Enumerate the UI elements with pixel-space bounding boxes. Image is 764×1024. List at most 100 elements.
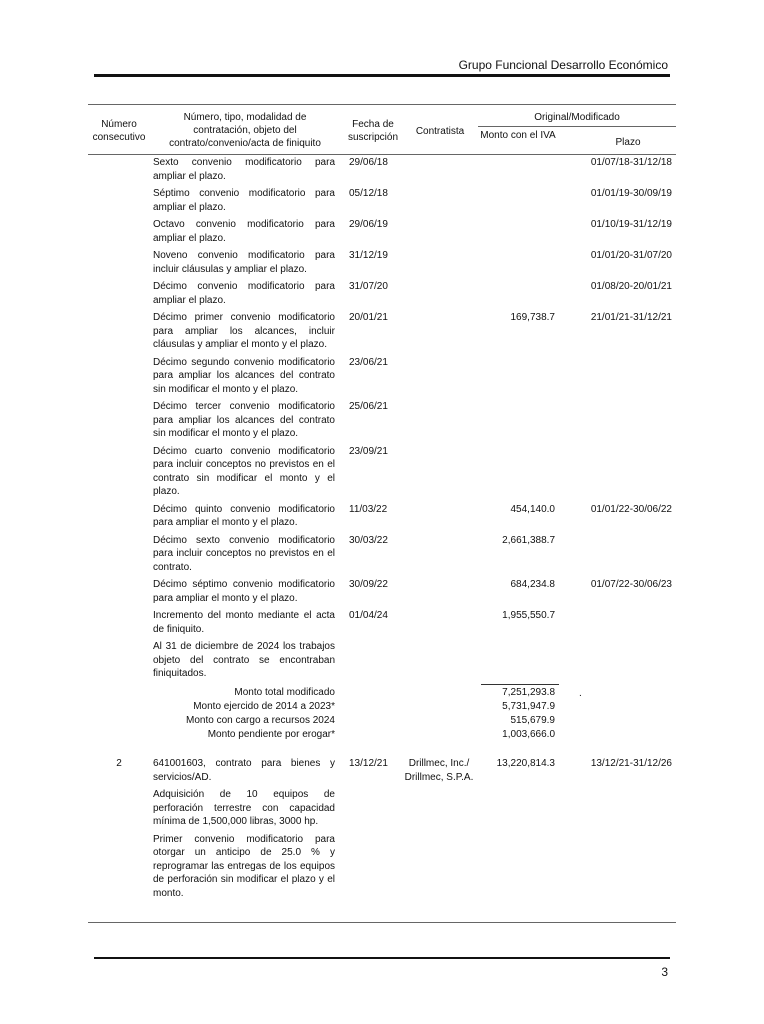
description-paragraph: Noveno convenio modificatorio para inclu…: [153, 250, 335, 275]
totals-row: Monto pendiente por erogar* 1,003,666.0: [88, 728, 676, 742]
description-paragraph: Décimo séptimo convenio modificatorio pa…: [153, 579, 335, 604]
cell-term: 01/08/20-20/01/21: [590, 281, 672, 292]
cell-date: 30/03/22: [349, 534, 388, 546]
cell-description: Décimo primer convenio modificatorio par…: [153, 311, 335, 352]
description-paragraph: Décimo convenio modificatorio para ampli…: [153, 281, 335, 306]
cell-term: 13/12/21-31/12/26: [590, 758, 672, 769]
header-date: Fecha de suscripción: [347, 119, 399, 143]
cell-date: 20/01/21: [349, 312, 388, 323]
cell-date: 30/09/22: [349, 579, 388, 590]
table-body: Sexto convenio modificatorio para amplia…: [88, 156, 676, 685]
cell-date: 31/07/20: [349, 281, 388, 292]
description-paragraph: 641001603, contrato para bienes y servic…: [153, 758, 335, 783]
cell-term: 01/07/18-31/12/18: [590, 157, 672, 168]
header-amount: Monto con el IVA: [480, 130, 556, 141]
header-title: Grupo Funcional Desarrollo Económico: [458, 58, 668, 72]
table-row: Octavo convenio modificatorio para ampli…: [88, 218, 676, 245]
header-term: Plazo: [615, 137, 641, 148]
table-top-rule: [88, 104, 676, 105]
totals-row: Monto total modificado 7,251,293.8: [88, 686, 676, 700]
sum-rule: [481, 684, 559, 685]
cell-date: 13/12/21: [349, 758, 388, 769]
totals-value: 515,679.9: [510, 715, 556, 726]
cell-date: 29/06/19: [349, 219, 388, 230]
table-row: Décimo sexto convenio modificatorio para…: [88, 534, 676, 575]
cell-date: 29/06/18: [349, 157, 388, 168]
header-num: Número consecutivo: [92, 119, 146, 143]
totals-label: Monto con cargo a recursos 2024: [186, 715, 335, 726]
totals-value: 5,731,947.9: [502, 701, 555, 712]
cell-description: Décimo séptimo convenio modificatorio pa…: [153, 578, 335, 605]
header-sub-rule: [478, 126, 676, 127]
table-row: Décimo séptimo convenio modificatorio pa…: [88, 578, 676, 605]
cell-date: 23/09/21: [349, 445, 388, 457]
description-paragraph: Al 31 de diciembre de 2024 los trabajos …: [153, 641, 335, 679]
totals-label: Monto total modificado: [234, 687, 335, 698]
table-bottom-rule: [88, 922, 676, 923]
table-row: Incremento del monto mediante el acta de…: [88, 609, 676, 636]
table-body-2: 2 641001603, contrato para bienes y servi…: [88, 757, 676, 904]
totals-value: 7,251,293.8: [502, 687, 555, 698]
cell-term: 01/01/20-31/07/20: [590, 250, 672, 261]
cell-date: 01/04/24: [349, 610, 388, 621]
cell-amount: 13,220,814.3: [496, 758, 555, 769]
cell-description: Décimo tercer convenio modificatorio par…: [153, 400, 335, 441]
cell-term: 01/07/22-30/06/23: [590, 579, 672, 590]
totals-label: Monto ejercido de 2014 a 2023*: [193, 701, 335, 712]
cell-description: Décimo convenio modificatorio para ampli…: [153, 280, 335, 307]
totals-value: 1,003,666.0: [502, 729, 555, 740]
totals-row: Monto con cargo a recursos 2024 515,679.9: [88, 714, 676, 728]
table-row: Sexto convenio modificatorio para amplia…: [88, 156, 676, 183]
table-row: 2 641001603, contrato para bienes y servi…: [88, 757, 676, 900]
cell-term: 01/10/19-31/12/19: [590, 219, 672, 230]
page-number: 3: [661, 965, 668, 979]
cell-date: 11/03/22: [349, 503, 388, 515]
cell-amount: 2,661,388.7: [502, 534, 555, 546]
cell-number: 2: [116, 758, 122, 769]
cell-date: 31/12/19: [349, 250, 388, 261]
cell-term: 01/01/22-30/06/22: [590, 503, 672, 515]
description-paragraph: Décimo cuarto convenio modificatorio par…: [153, 445, 335, 498]
cell-amount: 1,955,550.7: [502, 610, 555, 621]
header-contractor: Contratista: [415, 126, 465, 137]
cell-amount: 684,234.8: [510, 579, 556, 590]
header-rule: [94, 74, 670, 77]
cell-description: Noveno convenio modificatorio para inclu…: [153, 249, 335, 276]
cell-amount: 169,738.7: [510, 312, 556, 323]
totals-mark: .: [579, 688, 582, 699]
cell-contractor: Drillmec, Inc./ Drillmec, S.P.A.: [404, 758, 474, 783]
cell-description: Décimo quinto convenio modificatorio par…: [153, 503, 335, 530]
table-row: Décimo primer convenio modificatorio par…: [88, 311, 676, 352]
footer-rule: [94, 957, 670, 959]
header-desc: Número, tipo, modalidad de contratación,…: [169, 112, 321, 149]
cell-description: 641001603, contrato para bienes y servic…: [153, 757, 335, 900]
table-row: Décimo tercer convenio modificatorio par…: [88, 400, 676, 441]
description-paragraph: Incremento del monto mediante el acta de…: [153, 610, 335, 635]
cell-description: Décimo sexto convenio modificatorio para…: [153, 534, 335, 575]
description-paragraph: Décimo segundo convenio modificatorio pa…: [153, 356, 335, 395]
cell-amount: 454,140.0: [510, 503, 556, 515]
table-row: Décimo convenio modificatorio para ampli…: [88, 280, 676, 307]
totals-row: Monto ejercido de 2014 a 2023* 5,731,947.…: [88, 700, 676, 714]
description-paragraph: Décimo quinto convenio modificatorio par…: [153, 503, 335, 529]
description-paragraph: Adquisición de 10 equipos de perforación…: [153, 789, 335, 827]
cell-description: Incremento del monto mediante el acta de…: [153, 609, 335, 636]
description-paragraph: Primer convenio modificatorio para otorg…: [153, 833, 335, 899]
cell-description: Sexto convenio modificatorio para amplia…: [153, 156, 335, 183]
description-paragraph: Séptimo convenio modificatorio para ampl…: [153, 188, 335, 213]
cell-description: Al 31 de diciembre de 2024 los trabajos …: [153, 640, 335, 681]
cell-date: 25/06/21: [349, 401, 388, 412]
cell-date: 05/12/18: [349, 188, 388, 199]
table-row: Décimo cuarto convenio modificatorio par…: [88, 445, 676, 499]
description-paragraph: Octavo convenio modificatorio para ampli…: [153, 219, 335, 244]
totals-block: Monto total modificado 7,251,293.8 Monto e…: [88, 686, 676, 742]
description-paragraph: Décimo primer convenio modificatorio par…: [153, 312, 335, 350]
cell-term: 21/01/21-31/12/21: [590, 312, 672, 323]
cell-term: 01/01/19-30/09/19: [590, 188, 672, 199]
cell-description: Octavo convenio modificatorio para ampli…: [153, 218, 335, 245]
cell-date: 23/06/21: [349, 356, 388, 368]
table-row: Al 31 de diciembre de 2024 los trabajos …: [88, 640, 676, 681]
description-paragraph: Sexto convenio modificatorio para amplia…: [153, 157, 335, 182]
header-group: Original/Modificado: [534, 112, 620, 123]
